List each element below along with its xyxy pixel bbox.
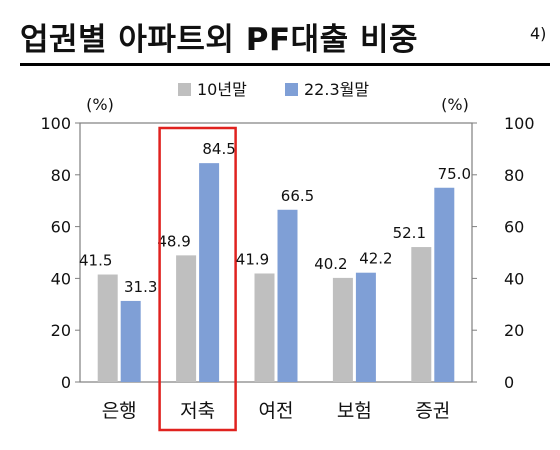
y-tick-label-right: 0: [504, 373, 514, 392]
y-tick-label-left: 80: [51, 166, 71, 185]
data-label-1-여전: 41.9: [236, 250, 269, 268]
plot-frame: [79, 122, 473, 383]
legend-swatch-1: [178, 83, 191, 96]
bar-1-증권: [411, 247, 432, 382]
bar-1-은행: [97, 274, 118, 382]
data-label-2-은행: 31.3: [124, 278, 157, 296]
data-label-1-증권: 52.1: [393, 224, 426, 242]
title-footnote-marker: 4): [530, 24, 547, 43]
bar-1-보험: [332, 277, 353, 382]
data-label-2-여전: 66.5: [281, 187, 314, 205]
y-tick-label-left: 0: [61, 373, 71, 392]
category-label-저축: 저축: [180, 400, 215, 422]
y-tick-label-right: 60: [504, 218, 524, 237]
bar-2-증권: [434, 187, 455, 382]
title-underline: [20, 63, 550, 66]
data-label-2-보험: 42.2: [359, 250, 392, 268]
bar-2-여전: [277, 209, 298, 382]
data-label-2-저축: 84.5: [202, 140, 235, 158]
title-block: 업권별 아파트외 PF대출 비중 4): [20, 10, 550, 68]
y-tick-label-left: 40: [51, 269, 71, 288]
data-label-1-보험: 40.2: [314, 255, 347, 273]
bar-1-저축: [176, 255, 197, 382]
y-tick-label-left: 100: [40, 114, 71, 133]
y-tick-label-left: 60: [51, 218, 71, 237]
category-label-여전: 여전: [259, 400, 294, 422]
data-label-1-저축: 48.9: [157, 232, 190, 250]
highlight-box: [158, 126, 237, 432]
y-unit-left: (%): [86, 95, 114, 114]
y-unit-right: (%): [441, 95, 469, 114]
legend-label-2: 22.3월말: [304, 80, 369, 99]
data-label-2-증권: 75.0: [438, 165, 471, 183]
y-tick-label-left: 20: [51, 321, 71, 340]
legend-label-1: 10년말: [197, 80, 247, 99]
legend-swatch-2: [285, 83, 298, 96]
y-tick-label-right: 80: [504, 166, 524, 185]
chart-title: 업권별 아파트외 PF대출 비중: [20, 22, 418, 58]
category-label-증권: 증권: [415, 400, 450, 422]
data-label-1-은행: 41.5: [79, 252, 112, 270]
category-label-은행: 은행: [102, 400, 137, 422]
bar-2-보험: [355, 272, 376, 382]
bar-1-여전: [254, 273, 275, 382]
y-tick-label-right: 20: [504, 321, 524, 340]
y-tick-label-right: 40: [504, 269, 524, 288]
bar-2-은행: [120, 300, 141, 382]
category-label-보험: 보험: [337, 400, 372, 422]
bar-2-저축: [199, 163, 220, 382]
y-tick-label-right: 100: [504, 114, 535, 133]
